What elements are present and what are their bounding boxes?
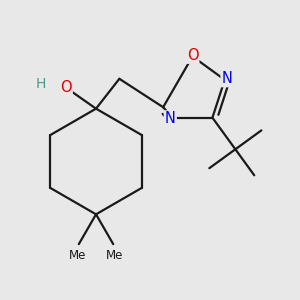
Text: O: O [187, 48, 198, 63]
Text: H: H [35, 77, 46, 91]
Text: N: N [165, 111, 176, 126]
Text: O: O [60, 80, 72, 95]
Text: N: N [222, 71, 232, 86]
Text: Me: Me [69, 249, 86, 262]
Text: Me: Me [106, 249, 123, 262]
